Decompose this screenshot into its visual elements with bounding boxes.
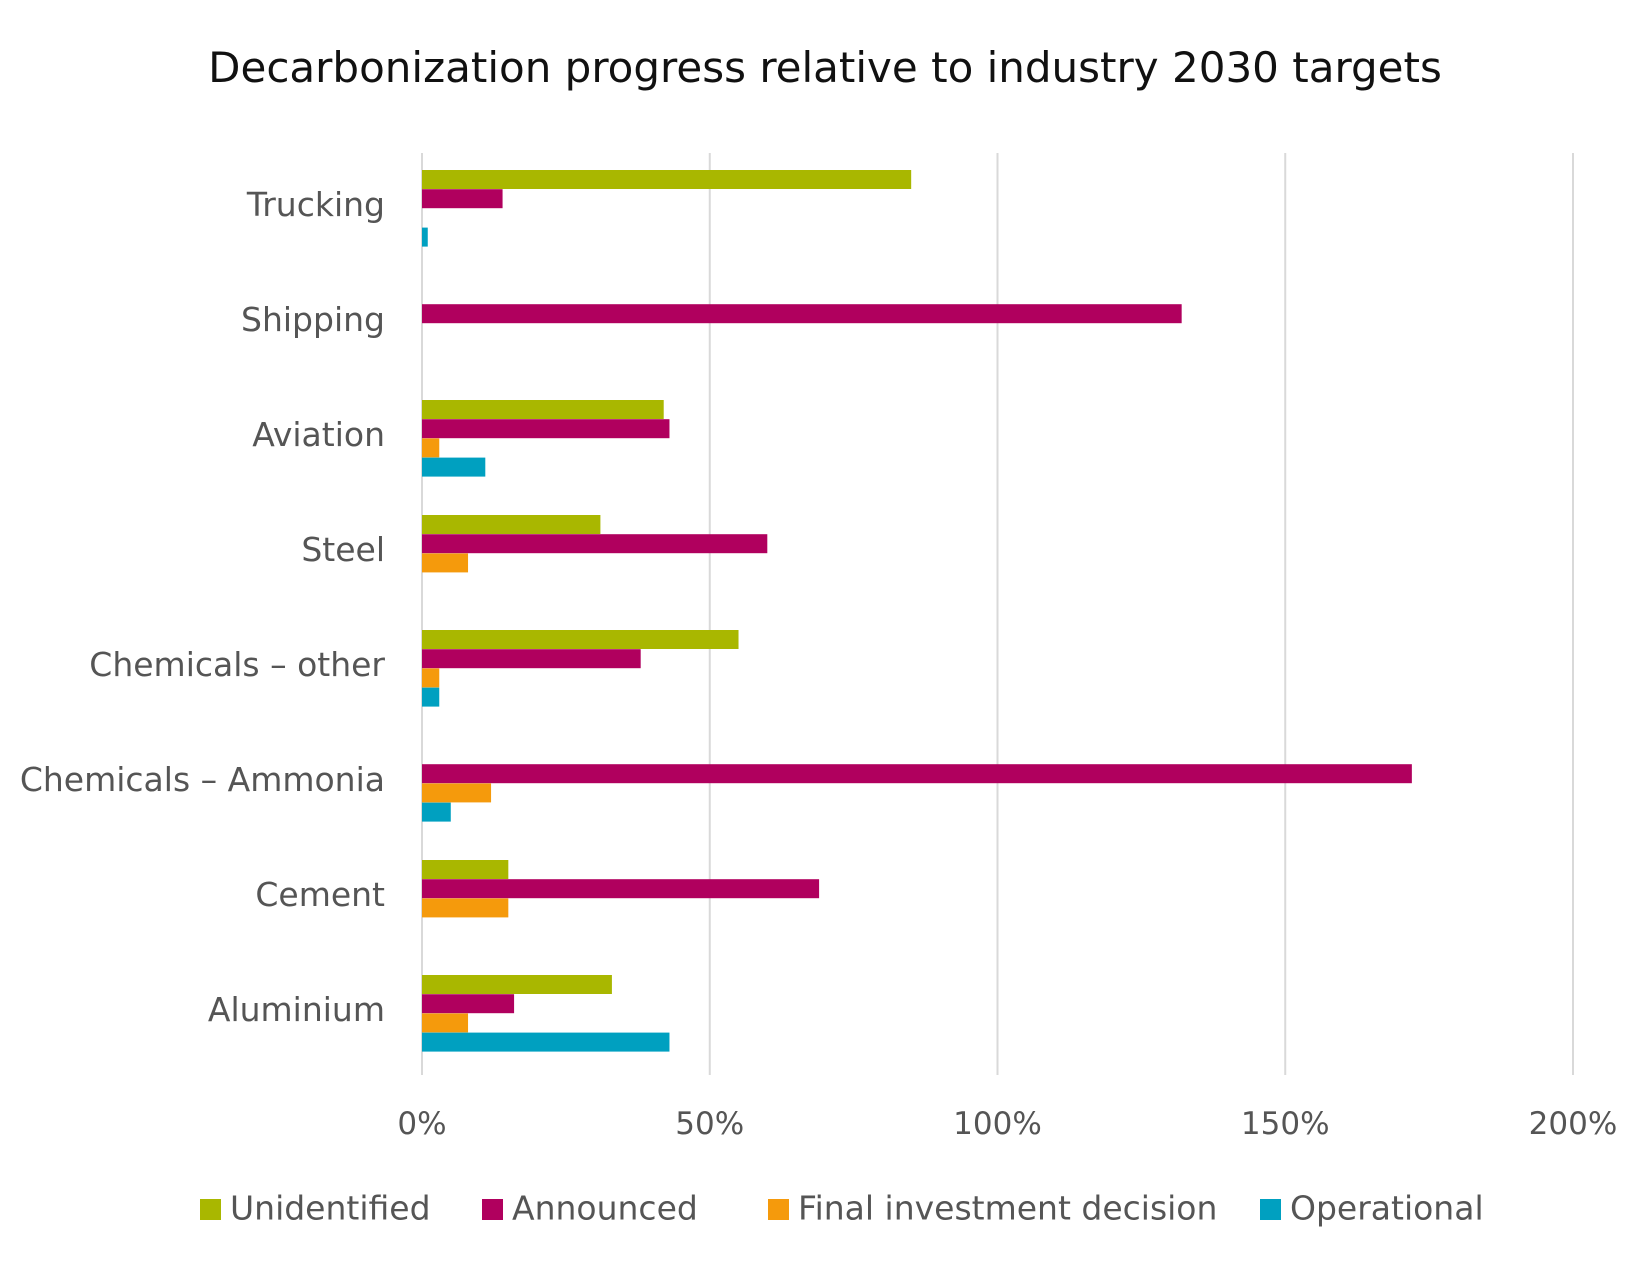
x-tick-label: 100%: [953, 1106, 1042, 1142]
category-label: Trucking: [246, 185, 385, 224]
x-tick-label: 50%: [675, 1106, 744, 1142]
bar-chemicals-ammonia-announced: [422, 764, 1412, 784]
legend-label-unidentified: Unidentified: [230, 1189, 431, 1228]
bar-aviation-final-investment-decision: [422, 438, 440, 458]
bar-cement-final-investment-decision: [422, 898, 509, 918]
bar-aluminium-announced: [422, 994, 515, 1014]
bar-chemicals-other-operational: [422, 687, 440, 707]
bar-trucking-unidentified: [422, 170, 912, 189]
x-axis-ticks: 0% 50% 100% 150% 200%: [397, 1106, 1617, 1142]
bar-trucking-operational: [422, 227, 428, 247]
bar-aviation-unidentified: [422, 400, 664, 419]
category-label: Aluminium: [208, 990, 385, 1029]
legend-swatch-unidentified: [200, 1199, 221, 1220]
bar-chemicals-ammonia-operational: [422, 802, 451, 822]
legend-swatch-final-investment-decision: [768, 1199, 789, 1220]
category-label: Steel: [301, 530, 385, 569]
category-label: Chemicals – other: [89, 645, 385, 684]
bar-chemicals-ammonia-final-investment-decision: [422, 783, 492, 803]
legend: Unidentified Announced Final investment de…: [200, 1189, 1484, 1228]
x-tick-label: 0%: [397, 1106, 446, 1142]
x-tick-label: 200%: [1529, 1106, 1618, 1142]
legend-label-operational: Operational: [1290, 1189, 1484, 1228]
bar-aluminium-unidentified: [422, 975, 612, 994]
legend-swatch-announced: [482, 1199, 503, 1220]
bar-steel-announced: [422, 534, 768, 554]
gridlines: [421, 153, 1574, 1075]
bar-steel-unidentified: [422, 515, 601, 534]
bar-steel-final-investment-decision: [422, 553, 469, 573]
bar-shipping-announced: [422, 304, 1182, 324]
category-label: Chemicals – Ammonia: [20, 760, 385, 799]
chart-title: Decarbonization progress relative to ind…: [208, 43, 1442, 92]
legend-label-announced: Announced: [512, 1189, 698, 1228]
category-labels: Trucking Shipping Aviation Steel Chemicals –…: [20, 185, 386, 1029]
bar-aviation-operational: [422, 457, 486, 477]
x-tick-label: 150%: [1241, 1106, 1330, 1142]
category-label: Cement: [255, 875, 385, 914]
bar-chemicals-other-final-investment-decision: [422, 668, 440, 688]
bar-aluminium-final-investment-decision: [422, 1013, 469, 1033]
legend-swatch-operational: [1260, 1199, 1281, 1220]
bar-cement-unidentified: [422, 860, 509, 879]
category-label: Aviation: [252, 415, 385, 454]
bar-chemicals-other-unidentified: [422, 630, 739, 649]
bar-aviation-announced: [422, 419, 670, 439]
legend-label-final-investment-decision: Final investment decision: [798, 1189, 1217, 1228]
bars: [422, 170, 1412, 1052]
bar-chemicals-other-announced: [422, 649, 641, 669]
bar-cement-announced: [422, 879, 820, 899]
bar-aluminium-operational: [422, 1032, 670, 1052]
bar-trucking-announced: [422, 189, 503, 209]
category-label: Shipping: [241, 300, 385, 339]
